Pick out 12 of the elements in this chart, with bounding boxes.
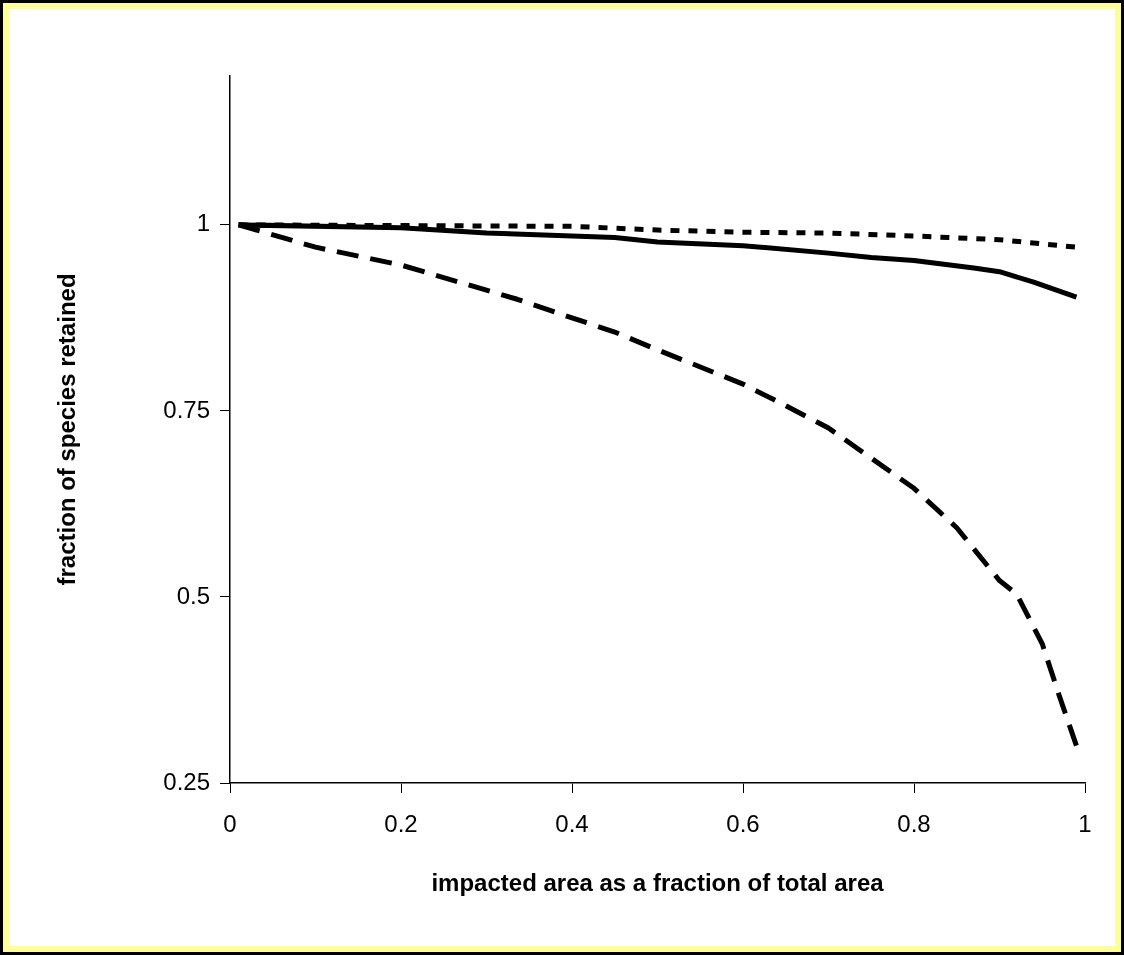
x-tick-label: 0 — [223, 810, 237, 838]
x-tick-label: 0.2 — [384, 810, 418, 838]
y-tick-label: 0.25 — [163, 767, 210, 795]
y-tick-label: 1 — [196, 209, 210, 237]
y-axis-title: fraction of species retained — [53, 273, 81, 586]
y-tick-label: 0.5 — [176, 581, 210, 609]
x-tick-label: 1 — [1078, 810, 1092, 838]
y-tick-label: 0.75 — [163, 395, 210, 423]
x-tick-label: 0.6 — [726, 810, 760, 838]
x-tick-label: 0.8 — [897, 810, 931, 838]
x-tick-label: 0.4 — [555, 810, 589, 838]
x-axis-title: impacted area as a fraction of total area — [431, 869, 885, 897]
